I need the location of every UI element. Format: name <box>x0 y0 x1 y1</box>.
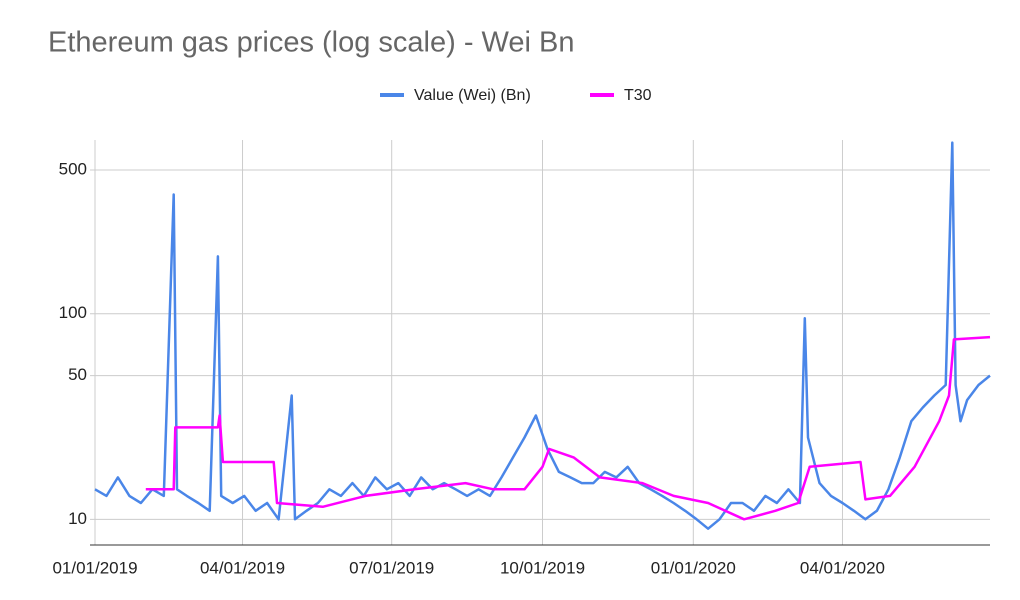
legend: Value (Wei) (Bn) T30 <box>380 87 652 104</box>
y-tick-label: 50 <box>68 365 87 384</box>
chart-title: Ethereum gas prices (log scale) - Wei Bn <box>48 27 575 59</box>
x-tick-label: 01/01/2019 <box>52 558 137 577</box>
x-tick-label: 07/01/2019 <box>349 558 434 577</box>
series-line <box>145 335 991 521</box>
y-tick-label: 500 <box>59 160 87 179</box>
y-tick-label: 10 <box>68 509 87 528</box>
x-tick-label: 04/01/2020 <box>800 558 885 577</box>
series-line <box>94 141 991 530</box>
x-tick-label: 01/01/2020 <box>651 558 736 577</box>
legend-label: Value (Wei) (Bn) <box>414 87 531 104</box>
x-tick-label: 10/01/2019 <box>500 558 585 577</box>
legend-label: T30 <box>624 87 652 104</box>
y-tick-label: 100 <box>59 303 87 322</box>
x-tick-label: 04/01/2019 <box>200 558 285 577</box>
